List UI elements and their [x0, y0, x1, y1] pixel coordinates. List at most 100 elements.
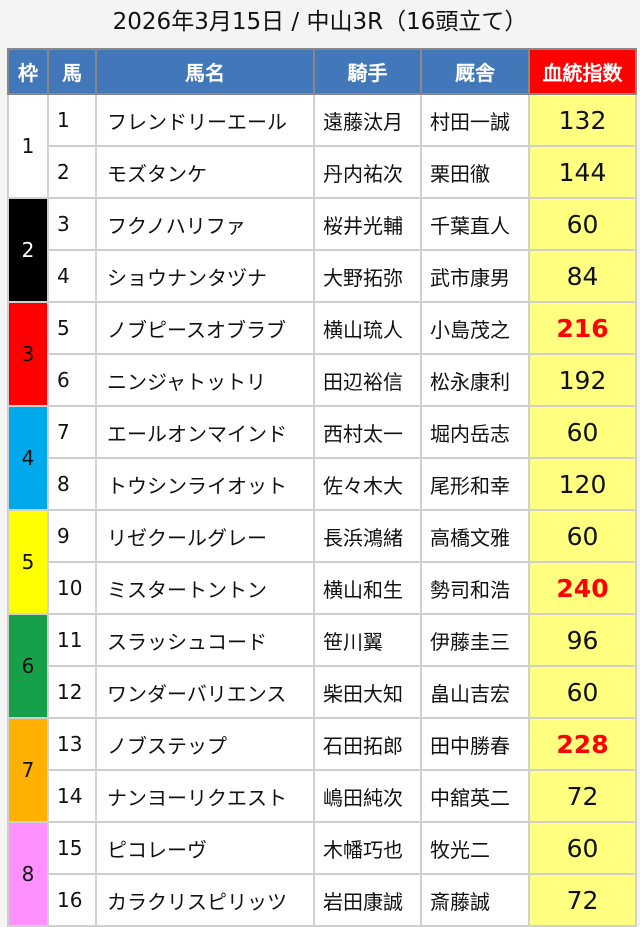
pedigree-index: 60 — [528, 665, 637, 719]
pedigree-index: 60 — [528, 405, 637, 459]
horse-number: 5 — [47, 301, 97, 355]
trainer-name: 武市康男 — [420, 249, 530, 303]
horse-name: フクノハリファ — [95, 197, 315, 251]
jockey-name: 石田拓郎 — [313, 717, 422, 771]
table-row: 12 ワンダーバリエンス 柴田大知 畠山吉宏 60 — [8, 665, 637, 719]
horse-number: 12 — [47, 665, 97, 719]
pedigree-index: 96 — [528, 613, 637, 667]
jockey-name: 長浜鴻緒 — [313, 509, 422, 563]
table-row: 4 7 エールオンマインド 西村太一 堀内岳志 60 — [7, 405, 637, 511]
horse-name: トウシンライオット — [95, 457, 315, 511]
horse-number: 7 — [47, 405, 97, 459]
table-row: 2 3 フクノハリファ 桜井光輔 千葉直人 60 — [7, 197, 637, 303]
waku-cell: 7 — [7, 717, 49, 823]
jockey-name: 嶋田純次 — [313, 769, 422, 823]
header-jockey: 騎手 — [313, 48, 422, 95]
pedigree-index: 144 — [528, 145, 637, 199]
waku-cell: 6 — [7, 613, 49, 719]
pedigree-index: 72 — [528, 769, 637, 823]
waku-cell: 2 — [7, 197, 49, 303]
header-row: 枠 馬 馬名 騎手 厩舎 血統指数 — [7, 48, 637, 95]
pedigree-index: 192 — [528, 353, 637, 407]
trainer-name: 松永康利 — [420, 353, 530, 407]
pedigree-index: 228 — [528, 717, 637, 771]
pedigree-index: 132 — [528, 93, 637, 147]
trainer-name: 中舘英二 — [420, 769, 530, 823]
waku-cell: 4 — [7, 405, 49, 511]
trainer-name: 栗田徹 — [420, 145, 530, 199]
trainer-name: 千葉直人 — [420, 197, 530, 251]
waku-cell: 5 — [7, 509, 49, 615]
header-trainer: 厩舎 — [420, 48, 530, 95]
jockey-name: 佐々木大 — [313, 457, 422, 511]
table-row: 4 ショウナンタヅナ 大野拓弥 武市康男 84 — [8, 249, 637, 303]
pedigree-index: 72 — [528, 873, 637, 927]
jockey-name: 横山琉人 — [313, 301, 422, 355]
horse-name: ショウナンタヅナ — [95, 249, 315, 303]
horse-number: 15 — [47, 821, 97, 875]
trainer-name: 村田一誠 — [420, 93, 530, 147]
waku-cell: 3 — [7, 301, 49, 407]
trainer-name: 勢司和浩 — [420, 561, 530, 615]
table-row: 10 ミスタートントン 横山和生 勢司和浩 240 — [8, 561, 637, 615]
horse-name: ミスタートントン — [95, 561, 315, 615]
horse-name: モズタンケ — [95, 145, 315, 199]
jockey-name: 大野拓弥 — [313, 249, 422, 303]
jockey-name: 田辺裕信 — [313, 353, 422, 407]
horse-name: スラッシュコード — [95, 613, 315, 667]
horse-number: 14 — [47, 769, 97, 823]
horse-number: 13 — [47, 717, 97, 771]
horse-name: ノブピースオブラブ — [95, 301, 315, 355]
pedigree-index: 60 — [528, 509, 637, 563]
trainer-name: 伊藤圭三 — [420, 613, 530, 667]
trainer-name: 畠山吉宏 — [420, 665, 530, 719]
pedigree-index: 84 — [528, 249, 637, 303]
horse-number: 2 — [47, 145, 97, 199]
horse-name: リゼクールグレー — [95, 509, 315, 563]
jockey-name: 木幡巧也 — [313, 821, 422, 875]
trainer-name: 高橋文雅 — [420, 509, 530, 563]
trainer-name: 斎藤誠 — [420, 873, 530, 927]
horse-name: ワンダーバリエンス — [95, 665, 315, 719]
pedigree-index: 60 — [528, 197, 637, 251]
horse-number: 4 — [47, 249, 97, 303]
horse-name: フレンドリーエール — [95, 93, 315, 147]
trainer-name: 尾形和幸 — [420, 457, 530, 511]
trainer-name: 田中勝春 — [420, 717, 530, 771]
table-row: 14 ナンヨーリクエスト 嶋田純次 中舘英二 72 — [8, 769, 637, 823]
pedigree-index: 216 — [528, 301, 637, 355]
table-row: 8 15 ピコレーヴ 木幡巧也 牧光二 60 — [7, 821, 637, 927]
horse-number: 3 — [47, 197, 97, 251]
trainer-name: 小島茂之 — [420, 301, 530, 355]
waku-cell: 1 — [7, 93, 49, 199]
table-row: 3 5 ノブピースオブラブ 横山琉人 小島茂之 216 — [7, 301, 637, 407]
jockey-name: 遠藤汰月 — [313, 93, 422, 147]
page-title: 2026年3月15日 / 中山3R（16頭立て） — [112, 9, 528, 35]
horse-name: ニンジャトットリ — [95, 353, 315, 407]
horse-name: ノブステップ — [95, 717, 315, 771]
jockey-name: 笹川翼 — [313, 613, 422, 667]
waku-cell: 8 — [7, 821, 49, 927]
trainer-name: 牧光二 — [420, 821, 530, 875]
header-waku: 枠 — [7, 48, 49, 95]
table-row: 2 モズタンケ 丹内祐次 栗田徹 144 — [8, 145, 637, 199]
race-table: 枠 馬 馬名 騎手 厩舎 血統指数 1 1 フレンドリーエール 遠藤汰月 村田一誠 132… — [7, 48, 637, 927]
jockey-name: 柴田大知 — [313, 665, 422, 719]
jockey-name: 横山和生 — [313, 561, 422, 615]
horse-number: 1 — [47, 93, 97, 147]
horse-name: カラクリスピリッツ — [95, 873, 315, 927]
horse-number: 10 — [47, 561, 97, 615]
trainer-name: 堀内岳志 — [420, 405, 530, 459]
table-row: 5 9 リゼクールグレー 長浜鴻緒 高橋文雅 60 — [7, 509, 637, 615]
table-row: 6 11 スラッシュコード 笹川翼 伊藤圭三 96 — [7, 613, 637, 719]
jockey-name: 西村太一 — [313, 405, 422, 459]
horse-number: 8 — [47, 457, 97, 511]
horse-name: ピコレーヴ — [95, 821, 315, 875]
pedigree-index: 120 — [528, 457, 637, 511]
horse-number: 16 — [47, 873, 97, 927]
jockey-name: 丹内祐次 — [313, 145, 422, 199]
header-pedigree-index: 血統指数 — [528, 48, 637, 95]
table-row: 8 トウシンライオット 佐々木大 尾形和幸 120 — [8, 457, 637, 511]
header-umaban: 馬 — [47, 48, 97, 95]
table-row: 16 カラクリスピリッツ 岩田康誠 斎藤誠 72 — [8, 873, 637, 927]
